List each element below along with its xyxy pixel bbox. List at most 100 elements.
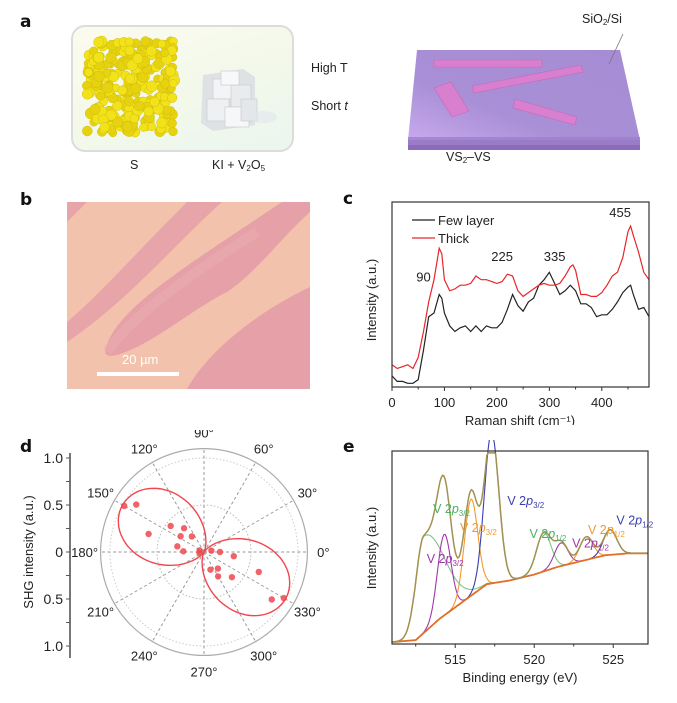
y-axis-label: Intensity (a.u.) (364, 507, 379, 589)
peak-label: V 2p1/2 (588, 523, 625, 539)
panel-a-label: a (20, 12, 32, 32)
sulfur-sphere (112, 100, 123, 111)
data-point (188, 533, 196, 540)
x-tick-label: 525 (602, 652, 624, 667)
panel-d-label: d (20, 437, 33, 457)
peak-annotation: 455 (609, 205, 631, 220)
precursor-label: KI + V2O5 (212, 158, 266, 173)
peak-annotation: 225 (491, 249, 513, 264)
sulfur-sphere (81, 88, 93, 100)
sulfur-sphere (140, 36, 151, 47)
angular-tick-label: 210° (87, 605, 114, 620)
data-point (145, 530, 152, 538)
vs2-flakes (433, 59, 584, 126)
sulfur-sphere (93, 36, 105, 48)
y-axis-label: SHG intensity (a.u.) (21, 495, 36, 608)
angular-tick-label: 330° (294, 605, 321, 620)
condition-temperature: High T (311, 61, 348, 75)
sulfur-sphere (117, 85, 128, 96)
sulfur-sphere (146, 80, 158, 92)
data-point (207, 566, 214, 573)
component-peak (391, 532, 648, 643)
data-point (208, 547, 215, 554)
sulfur-sphere (165, 66, 176, 77)
data-point (196, 549, 203, 557)
sulfur-sphere (82, 125, 93, 137)
flake-regions (67, 202, 310, 389)
angular-tick-label: 240° (131, 648, 158, 663)
raman-chart: 0 100 200 300 400 Raman shift (cm⁻¹) Intensi… (364, 201, 650, 425)
sulfur-sphere (162, 105, 172, 115)
x-tick-label: 200 (486, 395, 508, 410)
scale-bar (97, 372, 179, 376)
precursor-illustration (81, 35, 277, 138)
sulfur-sphere (89, 103, 101, 115)
sulfur-sphere (160, 79, 171, 89)
data-point (255, 568, 262, 576)
sulfur-sphere (149, 96, 160, 107)
angular-tick-label: 120° (131, 442, 158, 457)
sulfur-sphere (84, 67, 94, 77)
panel-b-label: b (20, 190, 33, 210)
outer-circle (99, 447, 309, 657)
peak-label: V 2p1/2 (616, 513, 653, 529)
envelope-line (391, 452, 648, 643)
sulfur-sphere (105, 52, 117, 64)
angular-tick-label: 0° (317, 545, 329, 560)
x-axis-label: Binding energy (eV) (463, 670, 578, 685)
angular-tick-label: 30° (298, 485, 318, 500)
component-peak (391, 498, 648, 643)
sulfur-sphere (93, 70, 105, 82)
peak-label: V 2p3/2 (433, 502, 470, 518)
component-peak (391, 529, 648, 643)
substrate-top (408, 50, 640, 140)
sulfur-sphere (129, 113, 139, 124)
legend-entry: Thick (438, 231, 470, 246)
x-tick-label: 100 (434, 395, 456, 410)
plot-frame (391, 450, 649, 645)
sulfur-sphere (93, 52, 105, 64)
data-point (180, 548, 187, 555)
product-label: VS2–VS (446, 150, 491, 165)
plot-frame (391, 201, 650, 388)
sulfur-sphere (112, 116, 124, 128)
data-point (216, 548, 224, 556)
angular-grid-line (203, 551, 294, 605)
x-tick-label: 515 (444, 652, 466, 667)
peak-annotation: 335 (544, 249, 566, 264)
panel-e-label: e (343, 437, 355, 457)
data-point (214, 573, 222, 580)
angular-tick-label: 150° (87, 485, 114, 500)
sulfur-sphere (96, 91, 106, 101)
angular-grid-line (114, 551, 205, 605)
data-point (167, 522, 174, 530)
radial-tick-label: 1.0 (44, 450, 64, 466)
sulfur-sphere (99, 122, 110, 133)
angular-tick-label: 60° (254, 442, 274, 457)
angular-tick-label: 270° (191, 664, 218, 679)
panel-c-label: c (343, 189, 354, 209)
sulfur-sphere (143, 106, 154, 117)
sulfur-sphere (147, 122, 156, 131)
angular-tick-label: 180° (71, 545, 98, 560)
data-point (177, 533, 184, 540)
angular-grid-line (203, 462, 257, 553)
component-peak (391, 440, 648, 643)
data-point (180, 525, 188, 532)
sulfur-sphere (130, 83, 142, 94)
data-point (228, 573, 236, 581)
radial-tick-label: 1.0 (44, 638, 64, 654)
radial-tick-label: 0 (55, 544, 63, 560)
data-point (280, 594, 287, 602)
sulfur-sphere (169, 79, 178, 88)
x-tick-label: 400 (591, 395, 613, 410)
peak-label: V 2p3/2 (507, 494, 544, 510)
sulfur-sphere (157, 39, 167, 49)
data-point (230, 552, 237, 560)
peak-annotation: 90 (416, 270, 430, 285)
xps-chart: 515 520 525 Binding energy (eV) Intensity … (364, 440, 654, 685)
shg-polar-chart: 1.0 0.5 0 0.5 1.0 0° 30° 60° 90° 120° 150° 180° 210… (21, 430, 330, 679)
angular-grid-line (114, 499, 205, 553)
sulfur-sphere (167, 118, 177, 128)
sulfur-sphere (101, 82, 114, 94)
